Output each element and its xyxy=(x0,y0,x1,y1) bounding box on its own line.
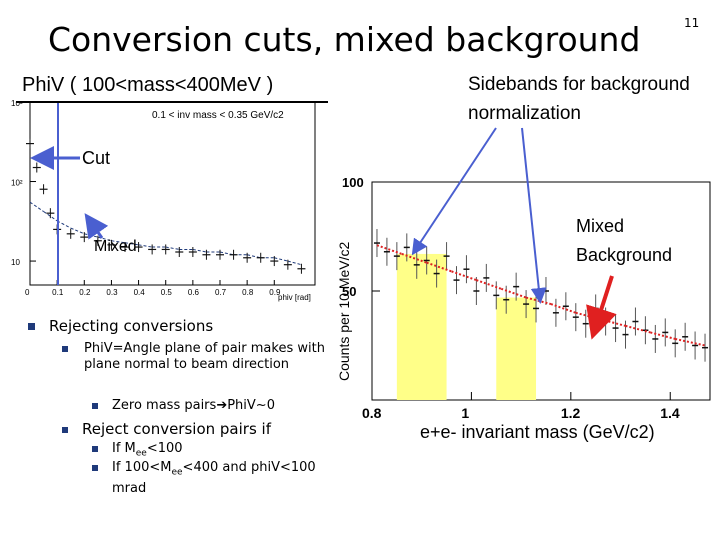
mass-mixed-segment xyxy=(401,252,428,264)
mass-mixed-segment xyxy=(674,337,706,347)
phiv-mixed-segment xyxy=(274,257,288,262)
mass-y-label: Counts per 10 MeV/c2 xyxy=(336,241,352,381)
mass-mixed-segment xyxy=(451,270,477,282)
phiv-mixed-segment xyxy=(43,211,58,222)
phiv-x-tick-label: 0 xyxy=(25,288,30,297)
mass-x-tick-label: 1 xyxy=(461,405,469,421)
phiv-mixed-segment xyxy=(165,246,180,250)
phiv-x-tick-label: 0.7 xyxy=(215,288,227,297)
cut-label: Cut xyxy=(82,148,110,168)
phiv-x-tick-label: 0.3 xyxy=(106,288,118,297)
mass-y-ticks: 50 100 xyxy=(342,175,380,299)
mixed-bg-arrow xyxy=(586,275,617,340)
slide-title: Conversion cuts, mixed background xyxy=(48,20,641,59)
slide-number: 11 xyxy=(684,16,700,30)
mass-data-series xyxy=(373,229,709,362)
mass-mixed-segment xyxy=(376,244,403,255)
phiv-mixed-segment xyxy=(124,242,139,246)
mass-x-ticks: 0.8 1 1.2 1.4 xyxy=(362,392,680,421)
phiv-data-series xyxy=(26,138,306,274)
phiv-x-label: phiv [rad] xyxy=(278,293,311,302)
arrow-right-icon: ➔ xyxy=(216,398,228,413)
bullet-phiv-def: PhiV=Angle plane of pair makes with plan… xyxy=(62,341,334,373)
bullet-cond-1: If Mee<100 xyxy=(92,441,183,462)
subtitle: PhiV ( 100<mass<400MeV ) xyxy=(22,74,274,96)
mass-mixed-segment xyxy=(500,287,527,299)
phiv-mixed-segment xyxy=(138,244,153,248)
phiv-y-tick-label: 10³ xyxy=(11,100,23,108)
mass-mixed-segment xyxy=(550,303,577,314)
phiv-y-tick-label: 10² xyxy=(11,179,23,188)
mass-x-tick-label: 1.2 xyxy=(561,405,581,421)
mass-sidebands xyxy=(396,253,537,400)
phiv-chart: 0.1 < inv mass < 0.35 GeV/c2 0 0.1 0.2 0.3 0… xyxy=(11,100,316,302)
phiv-plot-frame xyxy=(29,101,316,286)
bullet-square-icon xyxy=(62,346,68,352)
sideband-note: Sidebands for background normalization xyxy=(468,74,690,124)
mass-y-tick-label: 100 xyxy=(342,175,364,190)
bullet-square-icon xyxy=(92,465,98,471)
sideband-arrow-2 xyxy=(521,127,547,304)
subtitle-box xyxy=(16,73,328,103)
mass-sideband xyxy=(396,253,447,400)
phiv-x-tick-label: 0.8 xyxy=(242,288,254,297)
phiv-x-tick-label: 0.4 xyxy=(134,288,146,297)
phiv-x-tick-label: 0.1 xyxy=(52,288,64,297)
mass-annotation-mixed: Mixed Background xyxy=(576,216,672,265)
mixed-arrow-left xyxy=(84,213,109,240)
phiv-plot-title: 0.1 < inv mass < 0.35 GeV/c2 xyxy=(152,110,284,121)
phiv-mixed-segment xyxy=(70,227,85,235)
mass-mixed-segment xyxy=(650,331,676,340)
phiv-x-tick-label: 0.5 xyxy=(161,288,173,297)
mixed-label: Mixed xyxy=(94,238,137,255)
bullet-rejecting: Rejecting conversions xyxy=(28,317,213,335)
mass-mixed-segment xyxy=(476,279,502,290)
phiv-x-tick-label: 0.2 xyxy=(79,288,91,297)
phiv-x-tick-label: 0.6 xyxy=(188,288,200,297)
bullet-square-icon xyxy=(92,402,98,409)
phiv-mixed-segment xyxy=(192,248,207,253)
phiv-mixed-segment xyxy=(29,201,44,212)
bullet-zero-mass: Zero mass pairs➔PhiV~0 xyxy=(92,398,275,414)
mass-x-tick-label: 0.8 xyxy=(362,405,382,421)
sideband-arrow-1 xyxy=(411,127,497,256)
mass-mixed-segment xyxy=(625,324,651,334)
phiv-mixed-segment xyxy=(56,220,71,229)
phiv-x-tick-label: 0.9 xyxy=(269,288,281,297)
phiv-mixed-segment xyxy=(287,260,302,266)
mass-mixed-series xyxy=(376,244,706,347)
mass-x-label: e+e- invariant mass (GeV/c2) xyxy=(420,422,655,442)
bullet-square-icon xyxy=(62,426,68,433)
bullet-square-icon xyxy=(28,323,35,330)
phiv-y-tick-label: 10 xyxy=(11,258,20,267)
mass-mixed-segment xyxy=(426,261,452,273)
bullet-cond-2: If 100<Mee<400 and phiV<100 mrad xyxy=(92,460,332,497)
mass-sideband xyxy=(496,297,537,400)
bullet-reject-pairs: Reject conversion pairs if xyxy=(62,420,271,438)
mass-x-tick-label: 1.4 xyxy=(660,405,680,421)
mass-chart: 0.8 1 1.2 1.4 50 100 Counts per 10 MeV/c2 e+… xyxy=(336,175,711,442)
bullet-square-icon xyxy=(92,445,98,452)
mass-y-tick-label: 50 xyxy=(342,284,356,299)
phiv-mixed-segment xyxy=(111,240,126,244)
